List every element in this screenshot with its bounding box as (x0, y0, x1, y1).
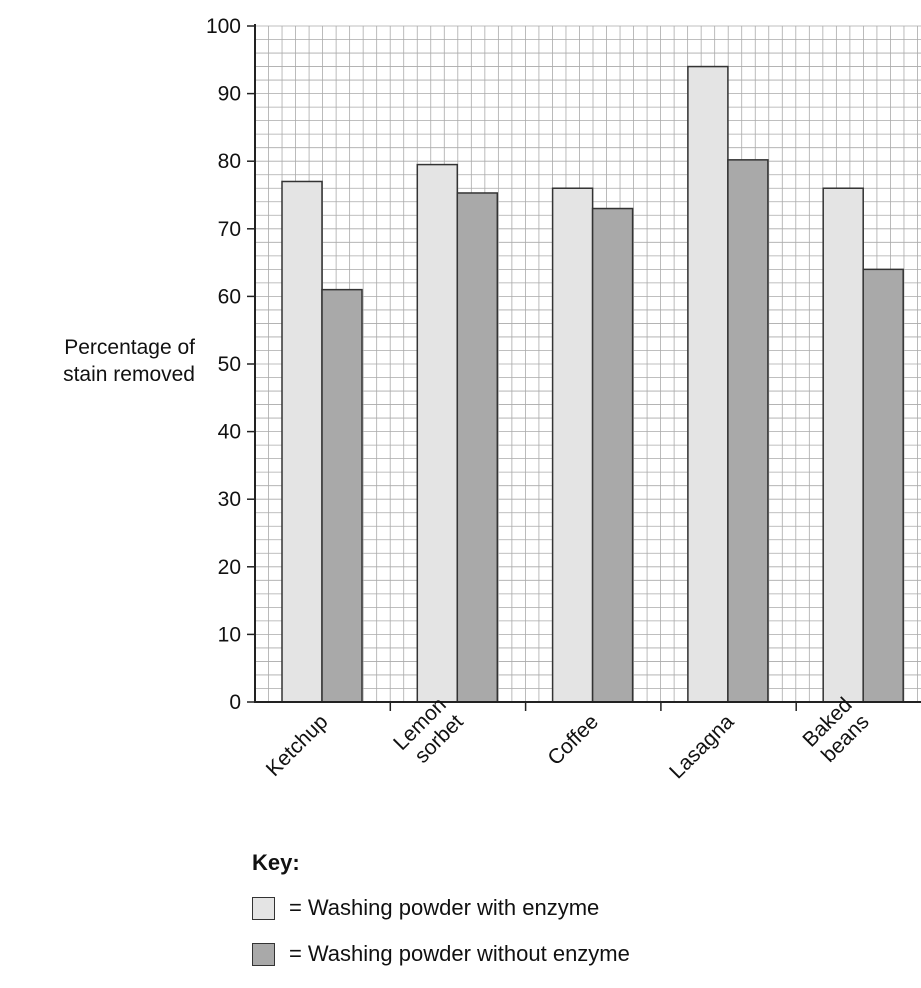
legend-swatch-without-enzyme (252, 942, 275, 966)
legend-swatch-with-enzyme (252, 896, 275, 920)
y-tick-label: 10 (218, 623, 241, 646)
legend-equals: = (289, 895, 302, 920)
bar (591, 207, 634, 703)
legend-label-without-enzyme: Washing powder without enzyme (307, 941, 630, 966)
bar (687, 65, 729, 703)
legend-title: Key: (252, 850, 300, 875)
bar (281, 180, 323, 703)
bar (822, 187, 864, 703)
x-tick-label-line: Coffee (543, 710, 603, 770)
y-tick-label: 90 (218, 83, 241, 106)
bar (456, 192, 499, 703)
x-tick-label-line: Ketchup (262, 710, 333, 781)
legend-item-without-enzyme: = Washing powder without enzyme (252, 941, 630, 966)
bar (727, 159, 769, 703)
bar (416, 163, 459, 703)
y-axis-label-line-2: stain removed (63, 363, 195, 386)
y-tick-label: 100 (206, 15, 241, 38)
x-tick-label: Coffee (543, 710, 603, 770)
bar (551, 187, 594, 703)
y-tick-label: 0 (229, 691, 241, 714)
bar (862, 268, 904, 703)
y-tick-label: 30 (218, 488, 241, 511)
y-tick-label: 50 (218, 353, 241, 376)
y-axis-label: Percentage of stain removed (0, 334, 195, 388)
x-tick-label: Lasagna (665, 710, 738, 783)
y-tick-label: 80 (218, 150, 241, 173)
y-axis-label-line-1: Percentage of (64, 336, 195, 359)
y-tick-label: 60 (218, 285, 241, 308)
bar (321, 288, 363, 703)
x-tick-label: Ketchup (262, 710, 333, 781)
legend: Key: = Washing powder with enzyme = Wash… (252, 850, 630, 988)
y-tick-label: 20 (218, 556, 241, 579)
legend-label-with-enzyme: Washing powder with enzyme (307, 895, 600, 920)
y-tick-label: 40 (218, 421, 241, 444)
x-tick-label-line: Lasagna (665, 710, 738, 783)
legend-item-with-enzyme: = Washing powder with enzyme (252, 895, 630, 920)
y-tick-label: 70 (218, 218, 241, 241)
legend-equals: = (289, 941, 302, 966)
